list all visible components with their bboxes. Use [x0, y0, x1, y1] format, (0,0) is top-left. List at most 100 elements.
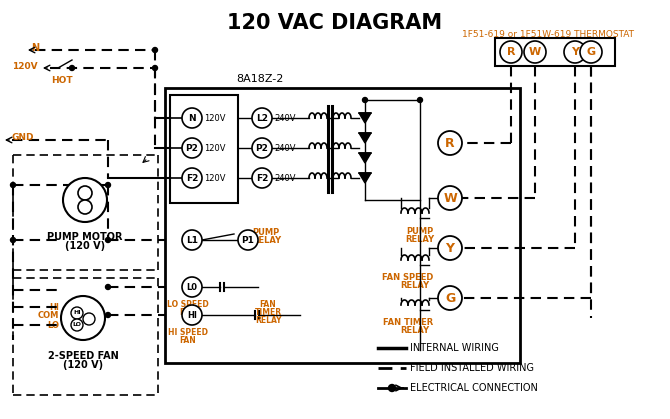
Text: 240V: 240V: [274, 114, 295, 122]
Polygon shape: [359, 153, 371, 163]
Text: LO SPEED: LO SPEED: [167, 300, 209, 309]
Text: PUMP: PUMP: [252, 228, 279, 237]
Circle shape: [438, 286, 462, 310]
Text: INTERNAL WIRING: INTERNAL WIRING: [410, 343, 499, 353]
Circle shape: [11, 238, 15, 243]
Circle shape: [78, 200, 92, 214]
Text: RELAY: RELAY: [405, 235, 435, 244]
Text: 120V: 120V: [204, 114, 226, 122]
Circle shape: [71, 307, 83, 319]
Polygon shape: [359, 173, 371, 183]
Text: Y: Y: [571, 47, 579, 57]
Text: PUMP MOTOR: PUMP MOTOR: [48, 232, 123, 242]
Text: FAN: FAN: [180, 308, 196, 317]
Circle shape: [182, 305, 202, 325]
Bar: [495, 38, 615, 66]
Circle shape: [70, 65, 74, 70]
Text: W: W: [443, 191, 457, 204]
Circle shape: [362, 98, 368, 103]
Text: L2: L2: [256, 114, 268, 122]
Text: HI: HI: [187, 310, 197, 320]
Circle shape: [182, 138, 202, 158]
Circle shape: [438, 186, 462, 210]
Circle shape: [182, 230, 202, 250]
Text: RELAY: RELAY: [252, 236, 281, 245]
Circle shape: [11, 183, 15, 187]
Text: 8A18Z-2: 8A18Z-2: [237, 74, 283, 84]
Polygon shape: [359, 113, 371, 123]
Text: G: G: [586, 47, 596, 57]
Text: HI SPEED: HI SPEED: [168, 328, 208, 337]
Text: P2: P2: [255, 143, 269, 153]
Circle shape: [153, 65, 157, 70]
Text: HI: HI: [73, 310, 81, 316]
Text: GND: GND: [12, 133, 34, 142]
Text: 240V: 240V: [274, 143, 295, 153]
Text: Y: Y: [446, 241, 454, 254]
Text: W: W: [529, 47, 541, 57]
Circle shape: [252, 108, 272, 128]
Circle shape: [580, 41, 602, 63]
Text: L1: L1: [186, 235, 198, 245]
Text: LO: LO: [47, 321, 59, 329]
Text: HI: HI: [49, 303, 59, 311]
Text: F2: F2: [256, 173, 268, 183]
Text: N: N: [188, 114, 196, 122]
Circle shape: [63, 178, 107, 222]
Text: L0: L0: [186, 282, 198, 292]
Text: 1F51-619 or 1F51W-619 THERMOSTAT: 1F51-619 or 1F51W-619 THERMOSTAT: [462, 30, 634, 39]
Circle shape: [83, 313, 95, 325]
Text: P1: P1: [242, 235, 255, 245]
Circle shape: [182, 108, 202, 128]
Text: RELAY: RELAY: [255, 316, 281, 325]
Text: N: N: [31, 43, 39, 53]
Text: F2: F2: [186, 173, 198, 183]
Circle shape: [500, 41, 522, 63]
Text: G: G: [445, 292, 455, 305]
Text: FAN: FAN: [260, 300, 276, 309]
Circle shape: [105, 183, 111, 187]
Text: FIELD INSTALLED WIRING: FIELD INSTALLED WIRING: [410, 363, 534, 373]
Circle shape: [238, 230, 258, 250]
Circle shape: [252, 168, 272, 188]
Text: FAN: FAN: [180, 336, 196, 345]
Text: R: R: [507, 47, 515, 57]
Circle shape: [182, 277, 202, 297]
Text: 120V: 120V: [12, 62, 38, 71]
Text: 2-SPEED FAN: 2-SPEED FAN: [48, 351, 119, 361]
Circle shape: [153, 47, 157, 52]
Text: HOT: HOT: [51, 76, 73, 85]
Circle shape: [389, 385, 395, 391]
Circle shape: [564, 41, 586, 63]
Circle shape: [182, 168, 202, 188]
Bar: [170, 95, 238, 203]
Text: LO: LO: [72, 323, 82, 328]
Text: (120 V): (120 V): [65, 241, 105, 251]
Circle shape: [252, 138, 272, 158]
Circle shape: [105, 285, 111, 290]
Text: TIMER: TIMER: [255, 308, 281, 317]
Text: P2: P2: [186, 143, 198, 153]
Text: 120V: 120V: [204, 143, 226, 153]
Circle shape: [524, 41, 546, 63]
Text: RELAY: RELAY: [401, 326, 429, 335]
Text: (120 V): (120 V): [63, 360, 103, 370]
Circle shape: [78, 186, 92, 200]
Text: 240V: 240V: [274, 173, 295, 183]
Text: 120 VAC DIAGRAM: 120 VAC DIAGRAM: [227, 13, 443, 33]
Circle shape: [417, 98, 423, 103]
Text: RELAY: RELAY: [401, 281, 429, 290]
Bar: [165, 88, 520, 363]
Circle shape: [105, 313, 111, 318]
Text: FAN SPEED: FAN SPEED: [383, 273, 433, 282]
Text: R: R: [445, 137, 455, 150]
Circle shape: [105, 238, 111, 243]
Circle shape: [438, 236, 462, 260]
Polygon shape: [359, 133, 371, 143]
Circle shape: [438, 131, 462, 155]
Text: COM: COM: [38, 310, 59, 320]
Text: PUMP: PUMP: [407, 227, 433, 236]
Circle shape: [71, 319, 83, 331]
Circle shape: [61, 296, 105, 340]
Text: 120V: 120V: [204, 173, 226, 183]
